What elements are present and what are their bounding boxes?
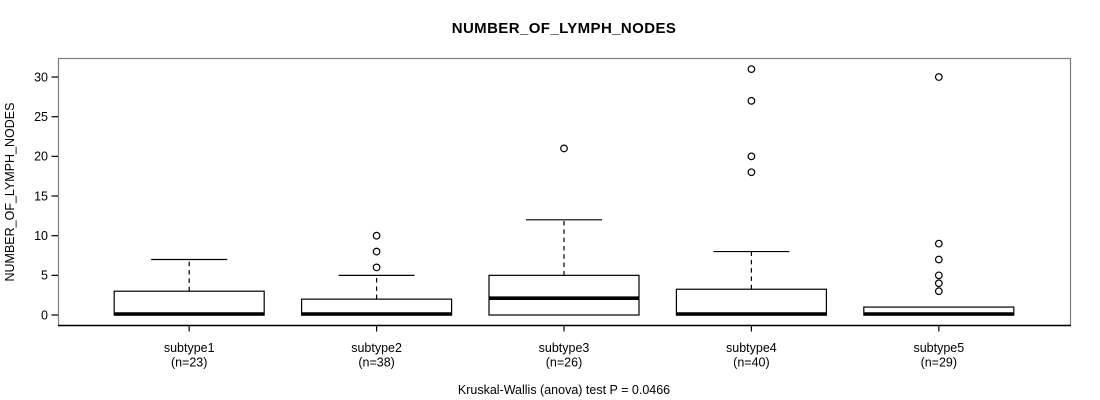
outlier-point [747, 152, 756, 161]
x-tick-sublabel: (n=29) [921, 356, 957, 370]
y-tick-label: 10 [34, 229, 48, 243]
iqr-box [113, 290, 265, 316]
outlier-point [934, 279, 943, 288]
outlier-point [747, 96, 756, 105]
x-tick-label: subtype4 [726, 341, 777, 355]
outlier-point [934, 287, 943, 296]
y-tick-label: 0 [41, 308, 48, 322]
outlier-point [934, 271, 943, 280]
x-tick-label: subtype2 [351, 341, 402, 355]
x-tick-label: subtype1 [164, 341, 215, 355]
y-tick-label: 20 [34, 150, 48, 164]
outlier-point [934, 239, 943, 248]
x-tick-sublabel: (n=38) [358, 356, 394, 370]
kruskal-wallis-footnote: Kruskal-Wallis (anova) test P = 0.0466 [457, 383, 671, 397]
iqr-box [675, 288, 828, 316]
x-tick-sublabel: (n=23) [171, 356, 207, 370]
x-tick-label: subtype5 [913, 341, 964, 355]
outlier-point [372, 263, 381, 272]
x-tick-label: subtype3 [539, 341, 590, 355]
outlier-point [372, 231, 381, 240]
x-tick-sublabel: (n=40) [733, 356, 769, 370]
outlier-point [934, 73, 943, 81]
outlier-point [372, 247, 381, 256]
iqr-box [488, 274, 640, 316]
y-tick-label: 15 [34, 189, 48, 203]
outlier-point [934, 255, 943, 264]
y-tick-label: 25 [34, 110, 48, 124]
x-tick-sublabel: (n=26) [546, 356, 582, 370]
outlier-point [747, 168, 756, 177]
outlier-point [560, 144, 568, 153]
outlier-point [747, 65, 756, 74]
y-tick-label: 30 [34, 70, 48, 84]
chart-title: NUMBER_OF_LYMPH_NODES [451, 20, 677, 37]
y-tick-label: 5 [41, 269, 48, 283]
